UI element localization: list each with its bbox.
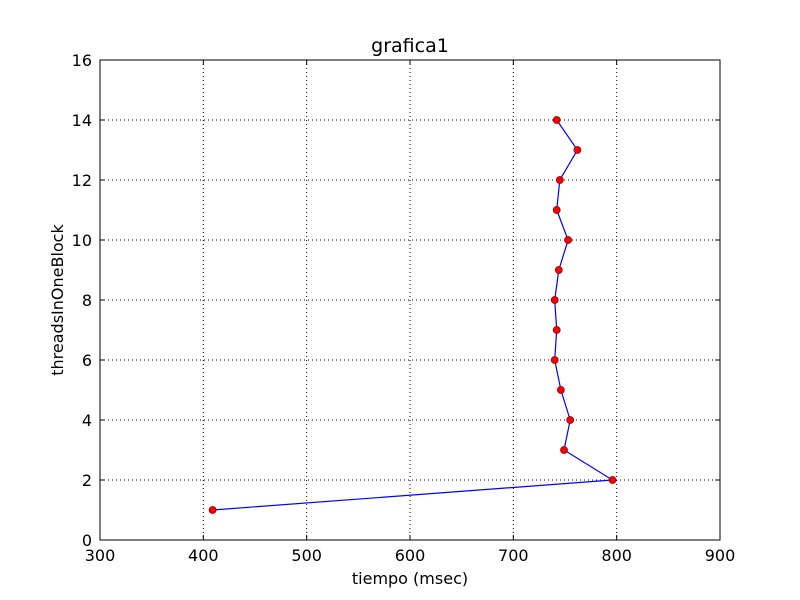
data-point bbox=[552, 116, 561, 124]
plot-frame bbox=[99, 59, 721, 541]
x-tick-label: 700 bbox=[498, 546, 529, 565]
chart-title: grafica1 bbox=[371, 35, 449, 57]
data-point bbox=[564, 236, 572, 244]
y-axis-title: threadsInOneBlock bbox=[48, 224, 67, 376]
data-point bbox=[566, 416, 575, 424]
data-point bbox=[557, 386, 565, 394]
data-point bbox=[608, 476, 617, 484]
y-tick-label: 6 bbox=[82, 351, 92, 370]
x-tick-label: 900 bbox=[705, 546, 736, 565]
x-tick-labels: 300 400 500 600 700 800 900 bbox=[85, 546, 736, 565]
data-point bbox=[573, 146, 582, 154]
data-point bbox=[554, 266, 563, 274]
y-tick-label: 12 bbox=[72, 171, 92, 190]
data-point bbox=[208, 506, 217, 514]
y-tick-label: 8 bbox=[82, 291, 92, 310]
x-axis-title: tiempo (msec) bbox=[352, 569, 468, 588]
y-tick-labels: 0 2 4 6 8 10 12 14 16 bbox=[72, 51, 92, 550]
data-point bbox=[550, 356, 559, 364]
y-tick-label: 2 bbox=[82, 471, 92, 490]
data-point bbox=[552, 206, 561, 214]
x-tick-label: 800 bbox=[601, 546, 632, 565]
series-layer bbox=[208, 116, 617, 514]
grid-lines bbox=[100, 60, 720, 540]
data-point bbox=[550, 296, 559, 304]
y-tick-label: 14 bbox=[72, 111, 92, 130]
data-point bbox=[555, 176, 564, 184]
y-tick-label: 16 bbox=[72, 51, 92, 70]
x-tick-label: 300 bbox=[85, 546, 116, 565]
data-point bbox=[552, 326, 561, 334]
series-line bbox=[212, 119, 615, 511]
x-tick-label: 600 bbox=[395, 546, 426, 565]
x-tick-label: 400 bbox=[188, 546, 219, 565]
data-point bbox=[560, 446, 568, 454]
y-tick-label: 0 bbox=[82, 531, 92, 550]
y-tick-label: 4 bbox=[82, 411, 92, 430]
x-tick-label: 500 bbox=[291, 546, 322, 565]
y-tick-label: 10 bbox=[72, 231, 92, 250]
